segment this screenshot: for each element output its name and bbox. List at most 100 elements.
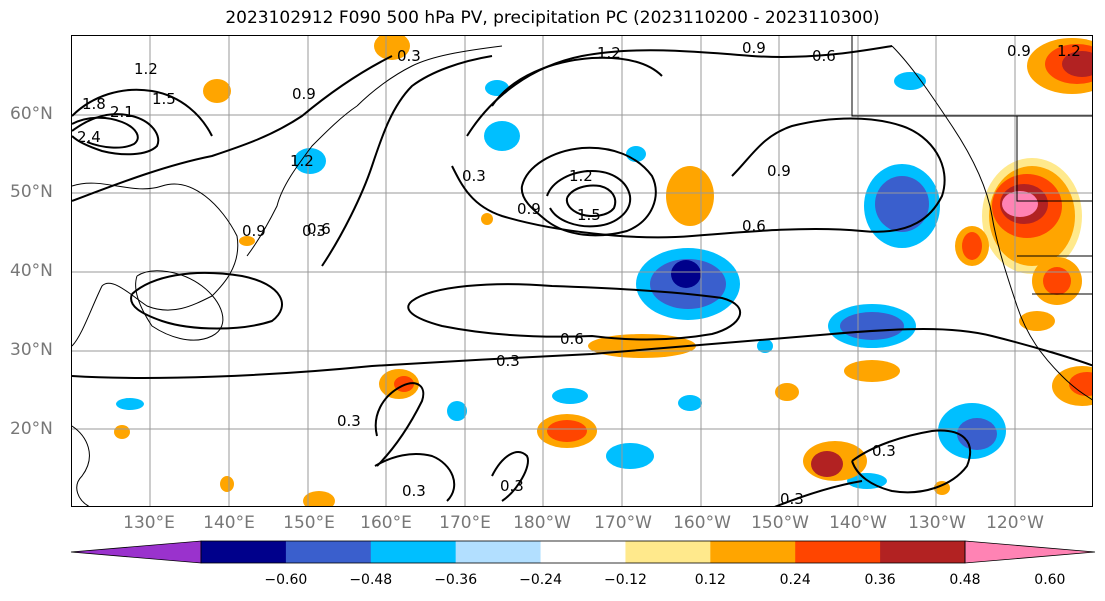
contour-label: 1.2 (1057, 42, 1081, 60)
precip-negative-blob (840, 312, 904, 340)
colorbar-tick-label: 0.24 (779, 572, 811, 588)
precip-negative-blob (294, 148, 326, 174)
pv-contours (72, 45, 1092, 506)
colorbar-cell (540, 541, 626, 563)
lon-label-170w: 170°W (594, 513, 652, 533)
precip-negative-blob (671, 260, 701, 288)
colorbar-extend-high (964, 540, 1096, 564)
contour-label: 0.9 (742, 39, 766, 57)
precip-negative-blob (875, 176, 929, 232)
colorbar-tick-label: −0.36 (434, 572, 478, 588)
colorbar-cell (201, 541, 287, 563)
lon-label-150w: 150°W (751, 513, 809, 533)
contour-label: 0.9 (767, 162, 791, 180)
precip-negative-blob (678, 395, 702, 411)
lat-label-30n: 30°N (10, 340, 53, 360)
precip-negative-blob (552, 388, 588, 404)
coastlines (72, 36, 1092, 506)
precip-positive-blob (934, 481, 950, 495)
precip-positive-blob (844, 360, 900, 382)
colorbar-tick-label: 0.48 (949, 572, 981, 588)
contour-label: 1.2 (569, 167, 593, 185)
contour-label: 0.3 (496, 352, 520, 370)
precip-positive-blob (811, 451, 843, 477)
precip-positive-blob (1069, 372, 1092, 396)
precip-negative-blob (485, 80, 509, 96)
contour-label: 1.2 (134, 60, 158, 78)
plot-title: 2023102912 F090 500 hPa PV, precipitatio… (225, 8, 880, 28)
contour-label: 0.3 (872, 442, 896, 460)
contour-label: 1.5 (152, 90, 176, 108)
lon-label-150e: 150°E (283, 513, 335, 533)
lon-label-130w: 130°W (908, 513, 966, 533)
contour-labels: 1.2 0.3 0.9 1.2 0.9 0.6 0.9 1.2 1.5 1.8 … (77, 39, 1081, 507)
colorbar-tick-label: −0.48 (349, 572, 393, 588)
contour-label: 0.6 (560, 330, 584, 348)
colorbar-tick-label: 0.60 (1034, 572, 1066, 588)
lon-label-160e: 160°E (360, 513, 412, 533)
contour-label: 1.2 (290, 152, 314, 170)
contour-label: 0.3 (462, 167, 486, 185)
precip-negative-blob (116, 398, 144, 410)
contour-label: 0.6 (742, 217, 766, 235)
lon-label-120w: 120°W (986, 513, 1044, 533)
contour-label: 0.3 (780, 490, 804, 507)
colorbar-cell (285, 541, 372, 563)
contour-label: 0.6 (812, 47, 836, 65)
precip-negative-blob (447, 401, 467, 421)
contour-label: 1.2 (597, 44, 621, 62)
precip-positive-blob (303, 491, 335, 506)
colorbar-cell (625, 541, 711, 563)
colorbar-tick-label: −0.12 (603, 572, 647, 588)
precip-positive-blob (1043, 267, 1071, 295)
lon-label-160w: 160°W (673, 513, 731, 533)
precip-negative-blob (757, 339, 773, 353)
lat-label-60n: 60°N (10, 104, 53, 124)
contour-label: 1.5 (577, 206, 601, 224)
colorbar-tick-label: 0.36 (864, 572, 896, 588)
colorbar (70, 540, 1096, 564)
contour-label: 1.8 (82, 95, 106, 113)
colorbar-cell (455, 541, 542, 563)
map-panel: 1.2 0.3 0.9 1.2 0.9 0.6 0.9 1.2 1.5 1.8 … (71, 35, 1093, 507)
contour-label: 0.3 (302, 222, 326, 240)
precip-negative-blob (484, 121, 520, 151)
precip-positive-blob (962, 232, 982, 260)
colorbar-tick-label: −0.60 (264, 572, 308, 588)
precip-positive-blob (1002, 191, 1038, 217)
colorbar-extend-low (70, 540, 202, 564)
lat-label-50n: 50°N (10, 182, 53, 202)
precip-positive-blob (203, 79, 231, 103)
precip-negative-blob (957, 418, 997, 450)
lon-label-140w: 140°W (829, 513, 887, 533)
colorbar-cell (795, 541, 881, 563)
precip-positive-blob (1062, 51, 1092, 77)
colorbar-tick-label: 0.12 (694, 572, 726, 588)
precip-positive-blob (775, 383, 799, 401)
lat-label-20n: 20°N (10, 419, 53, 439)
contour-label: 2.4 (77, 128, 101, 146)
contour-label: 0.9 (1007, 42, 1031, 60)
contour-label: 0.9 (517, 200, 541, 218)
precip-positive-blob (239, 236, 255, 246)
colorbar-cell (710, 541, 796, 563)
colorbar-cell (370, 541, 457, 563)
contour-label: 0.3 (337, 412, 361, 430)
graticule (72, 36, 1092, 506)
lat-label-40n: 40°N (10, 261, 53, 281)
lon-label-170e: 170°E (439, 513, 491, 533)
precip-positive-blob (114, 425, 130, 439)
lon-label-180w: 180°W (513, 513, 571, 533)
precip-positive-blob (374, 36, 410, 60)
contour-label: 0.6 (307, 220, 331, 238)
precip-positive-blob (666, 166, 714, 226)
contour-label: 0.9 (292, 85, 316, 103)
contour-label: 0.3 (500, 477, 524, 495)
precip-positive-blob (481, 213, 493, 225)
precip-negative-blob (606, 443, 654, 469)
lon-label-140e: 140°E (203, 513, 255, 533)
map-canvas: 1.2 0.3 0.9 1.2 0.9 0.6 0.9 1.2 1.5 1.8 … (72, 36, 1092, 507)
lon-label-130e: 130°E (123, 513, 175, 533)
contour-label: 0.3 (397, 47, 421, 65)
contour-label: 0.3 (402, 482, 426, 500)
